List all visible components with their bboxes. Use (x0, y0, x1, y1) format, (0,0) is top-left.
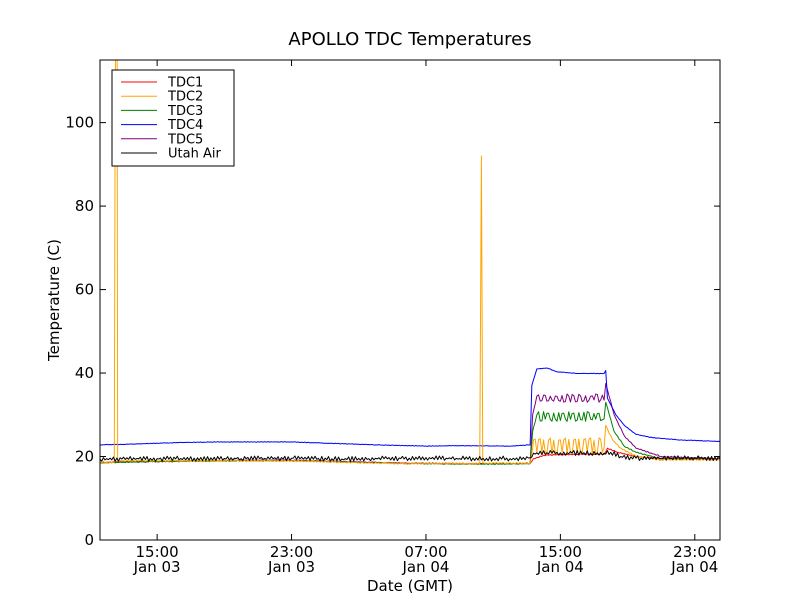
x-tick-label-time: 15:00 (136, 543, 179, 561)
legend-label: TDC5 (167, 132, 203, 147)
plot-frame (99, 59, 721, 541)
series-line-tdc4 (100, 367, 720, 447)
y-tick-label: 20 (75, 448, 94, 466)
legend-label: TDC3 (167, 104, 203, 119)
y-tick-label: 0 (84, 531, 94, 549)
legend-label: Utah Air (168, 147, 221, 162)
y-tick-label: 80 (75, 197, 94, 215)
x-tick-label-time: 15:00 (539, 543, 582, 561)
x-tick-label-date: Jan 03 (133, 558, 181, 576)
plot-lines (100, 60, 720, 466)
y-tick-label: 100 (65, 114, 94, 132)
legend-label: TDC4 (167, 118, 203, 133)
y-tick-label: 60 (75, 281, 94, 299)
x-tick-label-time: 23:00 (270, 543, 313, 561)
legend-label: TDC2 (167, 90, 203, 105)
legend-label: TDC1 (167, 76, 203, 91)
x-tick-label-date: Jan 03 (267, 558, 315, 576)
legend-box (111, 69, 235, 167)
x-tick-label-date: Jan 04 (670, 558, 718, 576)
y-axis: 0 20 40 60 80 100 (65, 114, 720, 549)
series-line-tdc2 (100, 60, 720, 465)
series-line-utah-air (100, 449, 720, 462)
x-axis-label: Date (GMT) (367, 577, 453, 595)
x-tick-label-date: Jan 04 (536, 558, 584, 576)
x-tick-label-date: Jan 04 (401, 558, 449, 576)
y-tick-label: 40 (75, 364, 94, 382)
x-tick-label-time: 23:00 (673, 543, 716, 561)
x-tick-label-time: 07:00 (404, 543, 447, 561)
y-axis-label: Temperature (C) (45, 239, 63, 362)
chart-title: APOLLO TDC Temperatures (288, 29, 531, 50)
